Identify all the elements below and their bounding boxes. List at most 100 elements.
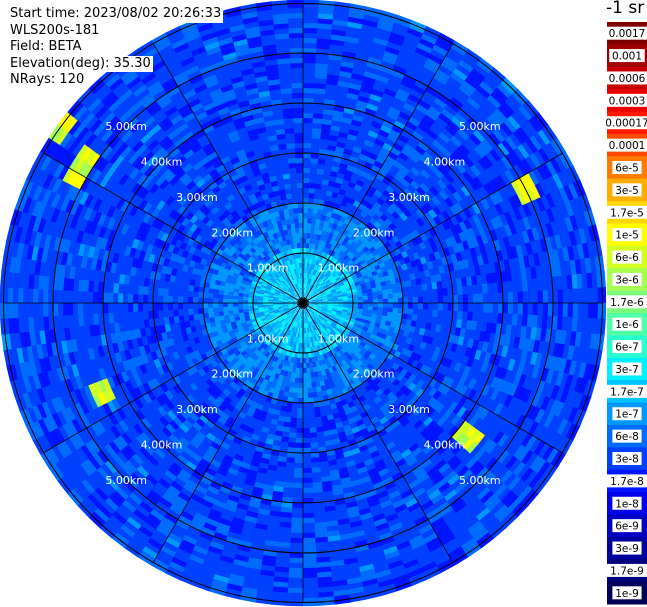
heatmap-cell (382, 140, 395, 152)
heatmap-cell (369, 123, 382, 135)
heatmap-cell (307, 299, 314, 302)
heatmap-cell (442, 185, 455, 198)
heatmap-cell (477, 156, 492, 172)
heatmap-cell (440, 198, 452, 211)
heatmap-cell (390, 145, 403, 157)
heatmap-cell (304, 293, 308, 299)
heatmap-cell (429, 184, 441, 197)
heatmap-cell (453, 130, 468, 145)
heatmap-cell (334, 284, 341, 289)
heatmap-cell (388, 149, 400, 161)
heatmap-cell (433, 167, 447, 180)
heatmap-cell (505, 134, 521, 151)
heatmap-cell (309, 278, 313, 285)
heatmap-cell (394, 172, 406, 183)
heatmap-cell (485, 150, 500, 166)
heatmap-cell (380, 220, 390, 230)
heatmap-cell (450, 133, 465, 148)
heatmap-cell (481, 153, 496, 169)
heatmap-cell (479, 120, 495, 137)
heatmap-cell (525, 136, 541, 154)
heatmap-cell (414, 198, 426, 209)
heatmap-cell (398, 132, 411, 144)
heatmap-cell (402, 159, 415, 172)
heatmap-cell (319, 245, 325, 252)
heatmap-cell (319, 280, 325, 286)
heatmap-cell (303, 226, 308, 234)
heatmap-cell (313, 281, 319, 287)
heatmap-cell (476, 124, 492, 140)
heatmap-cell (496, 123, 512, 140)
heatmap-cell (447, 74, 464, 89)
heatmap-cell (406, 169, 419, 181)
heatmap-cell (445, 206, 457, 219)
heatmap-cell (303, 237, 307, 244)
heatmap-cell (433, 152, 447, 166)
heatmap-cell (303, 232, 307, 239)
heatmap-cell (501, 137, 517, 154)
heatmap-cell (316, 293, 322, 297)
heatmap-cell (322, 283, 328, 289)
heatmap-cell (313, 258, 318, 265)
heatmap-cell (480, 100, 497, 117)
heatmap-cell (386, 131, 400, 143)
heatmap-cell (432, 137, 446, 151)
heatmap-cell (305, 252, 309, 259)
heatmap-cell (314, 290, 320, 295)
heatmap-cell (398, 109, 413, 122)
heatmap-cell (317, 265, 322, 272)
heatmap-cell (454, 110, 470, 125)
heatmap-cell (306, 283, 310, 289)
heatmap-cell (447, 152, 462, 167)
heatmap-cell (416, 216, 427, 227)
heatmap-cell (307, 216, 313, 224)
heatmap-cell (310, 279, 314, 285)
heatmap-cell (457, 106, 473, 122)
heatmap-cell (411, 210, 422, 221)
heatmap-cell (336, 278, 343, 284)
heatmap-cell (305, 242, 310, 249)
heatmap-cell (450, 214, 461, 227)
heatmap-cell (505, 151, 520, 168)
heatmap-cell (320, 267, 326, 274)
heatmap-cell (388, 180, 399, 191)
heatmap-cell (306, 294, 310, 300)
heatmap-cell (455, 61, 473, 77)
heatmap-cell (380, 162, 392, 174)
heatmap-cell (306, 296, 312, 301)
heatmap-cell (444, 102, 460, 117)
heatmap-cell (314, 282, 320, 288)
heatmap-cell (315, 276, 320, 283)
heatmap-cell (429, 122, 444, 137)
heatmap-cell (365, 132, 378, 144)
heatmap-cell (407, 204, 418, 216)
heatmap-cell (476, 172, 490, 187)
heatmap-cell (303, 216, 308, 224)
heatmap-cell (384, 113, 398, 125)
heatmap-cell (416, 171, 429, 184)
heatmap-cell (325, 271, 331, 278)
heatmap-cell (310, 263, 314, 270)
heatmap-cell (308, 278, 311, 284)
heatmap-cell (493, 85, 511, 102)
heatmap-cell (405, 195, 417, 207)
heatmap-cell (386, 108, 400, 121)
heatmap-cell (500, 170, 514, 186)
heatmap-cell (310, 293, 316, 298)
heatmap-cell (489, 191, 502, 206)
heatmap-cell (492, 127, 508, 143)
heatmap-cell (309, 237, 314, 244)
heatmap-cell (313, 288, 319, 293)
heatmap-cell (400, 190, 411, 201)
heatmap-cell (433, 181, 445, 194)
heatmap-cell (303, 0, 320, 9)
heatmap-cell (306, 295, 311, 300)
heatmap-cell (303, 257, 306, 264)
heatmap-cell (309, 290, 314, 296)
heatmap-cell (314, 222, 321, 230)
heatmap-cell (316, 277, 322, 283)
heatmap-cell (409, 192, 420, 203)
heatmap-cell (493, 106, 511, 123)
heatmap-cell (321, 262, 326, 269)
heatmap-cell (455, 86, 473, 102)
